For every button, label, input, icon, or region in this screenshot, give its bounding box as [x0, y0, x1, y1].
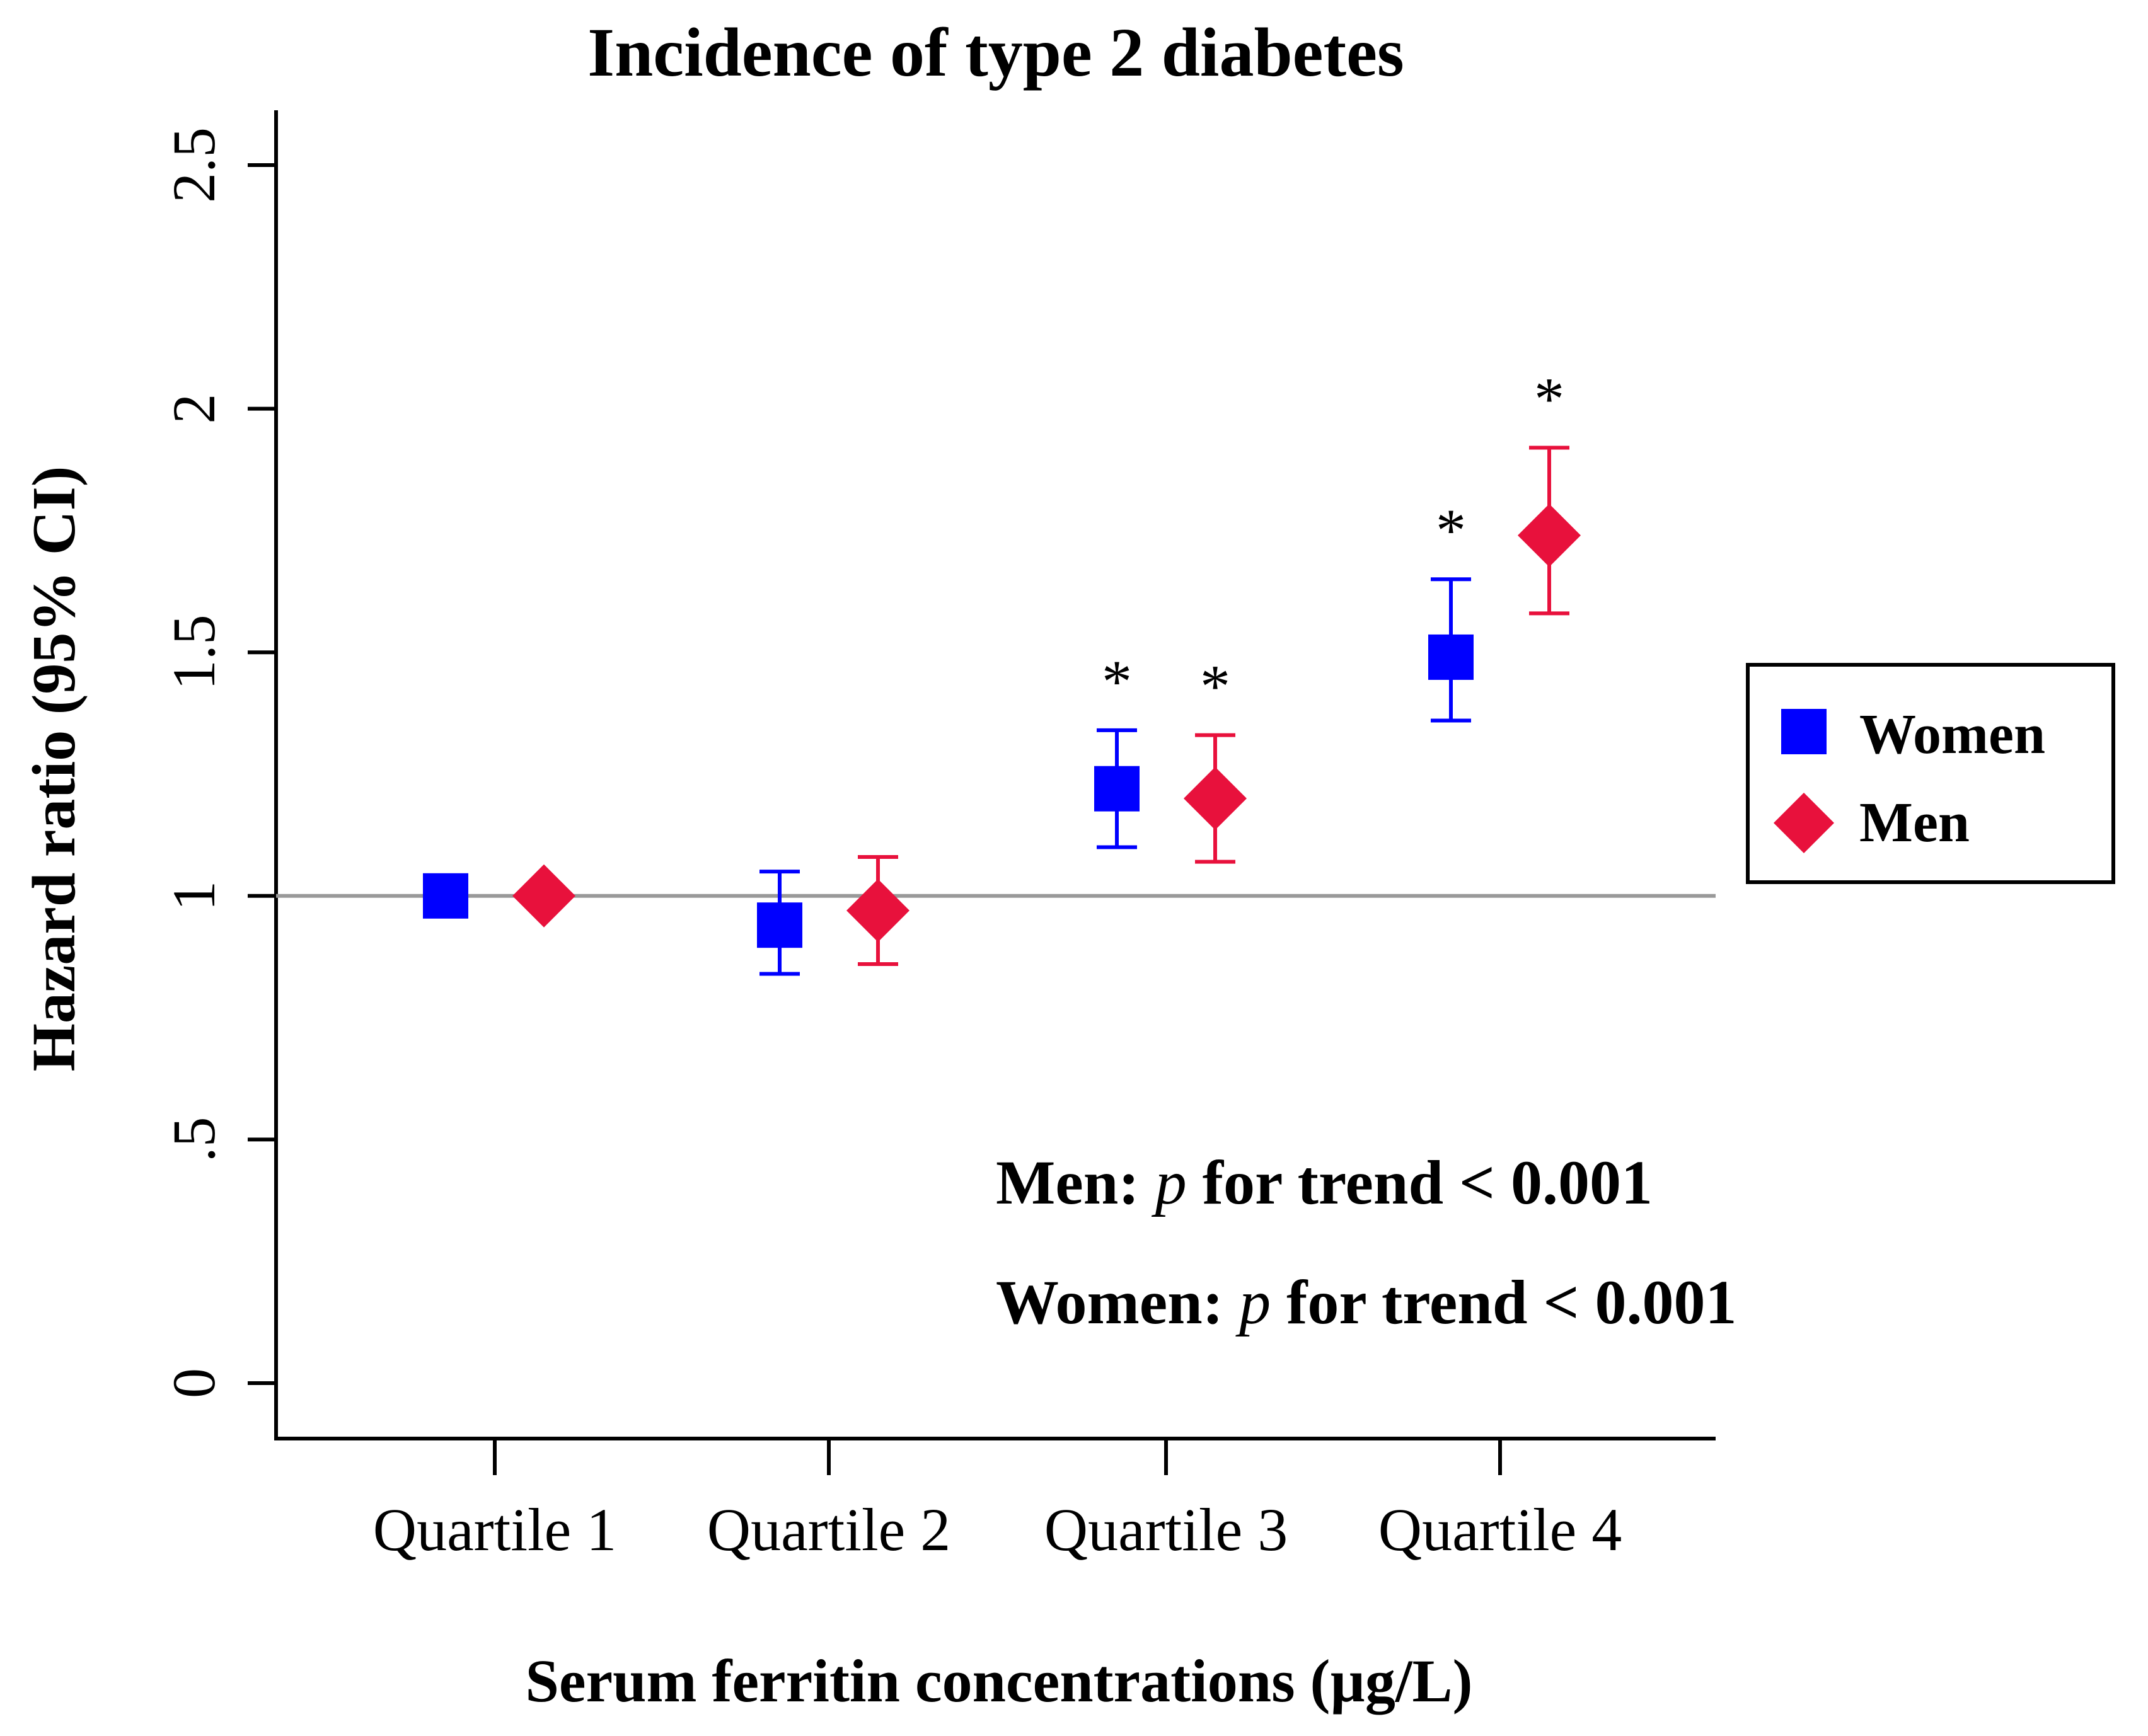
men-marker: [1518, 503, 1581, 567]
legend-men-marker: [1774, 793, 1834, 853]
y-tick-label: 1.5: [160, 614, 228, 690]
legend-women-marker: [1781, 709, 1827, 754]
x-tick-label: Quartile 1: [373, 1496, 617, 1563]
legend: Women Men: [1746, 663, 2115, 884]
trend-women-rest: for trend < 0.001: [1271, 1267, 1736, 1337]
y-tick-label: 1: [160, 881, 228, 911]
women-marker: [1428, 634, 1474, 680]
trend-annotation-women: Women: p for trend < 0.001: [996, 1267, 1736, 1337]
women-point-group: [757, 870, 802, 976]
women-point-group: *: [1428, 497, 1474, 723]
trend-women-p: p: [1235, 1267, 1271, 1337]
trend-men-p: p: [1152, 1147, 1187, 1217]
women-point-group: *: [1094, 648, 1140, 849]
y-tick-label: .5: [160, 1117, 228, 1162]
women-marker: [423, 873, 468, 919]
x-axis-label: Serum ferritin concentrations (µg/L): [526, 1647, 1473, 1715]
legend-women-label: Women: [1859, 703, 2045, 766]
men-point-group: [512, 864, 575, 928]
trend-annotation-men: Men: p for trend < 0.001: [996, 1147, 1653, 1217]
legend-men-label: Men: [1859, 791, 1970, 854]
data-marks: * * * *: [423, 365, 1581, 976]
trend-women-label: Women:: [996, 1267, 1239, 1337]
x-tick-label: Quartile 3: [1044, 1496, 1288, 1563]
women-point-group: [423, 873, 468, 919]
men-point-group: *: [1518, 365, 1581, 616]
men-significance-star: *: [1200, 653, 1230, 720]
men-marker: [846, 878, 909, 942]
men-point-group: [846, 854, 909, 967]
men-significance-star: *: [1534, 365, 1564, 432]
y-tick-label: 2: [160, 394, 228, 424]
men-marker: [1184, 767, 1247, 831]
x-tick-label: Quartile 2: [707, 1496, 951, 1563]
axes: [274, 110, 1716, 1440]
women-significance-star: *: [1102, 648, 1132, 715]
y-ticks: 0 .5 1 1.5 2 2.5: [160, 127, 276, 1398]
x-ticks: Quartile 1 Quartile 2 Quartile 3 Quartile 4: [373, 1439, 1622, 1563]
women-marker: [1094, 766, 1140, 812]
chart-title: Incidence of type 2 diabetes: [587, 14, 1404, 91]
men-marker: [512, 864, 575, 928]
y-axis-label-text: Hazard ratio (95% CI): [20, 466, 88, 1072]
women-marker: [757, 902, 802, 948]
women-significance-star: *: [1436, 497, 1466, 564]
men-point-group: *: [1184, 653, 1247, 864]
trend-men-label: Men:: [996, 1147, 1155, 1217]
y-axis-label: Hazard ratio (95% CI): [20, 466, 88, 1072]
x-tick-label: Quartile 4: [1378, 1496, 1622, 1563]
y-tick-label: 0: [160, 1368, 228, 1398]
trend-men-rest: for trend < 0.001: [1187, 1147, 1653, 1217]
y-tick-label: 2.5: [160, 127, 228, 203]
